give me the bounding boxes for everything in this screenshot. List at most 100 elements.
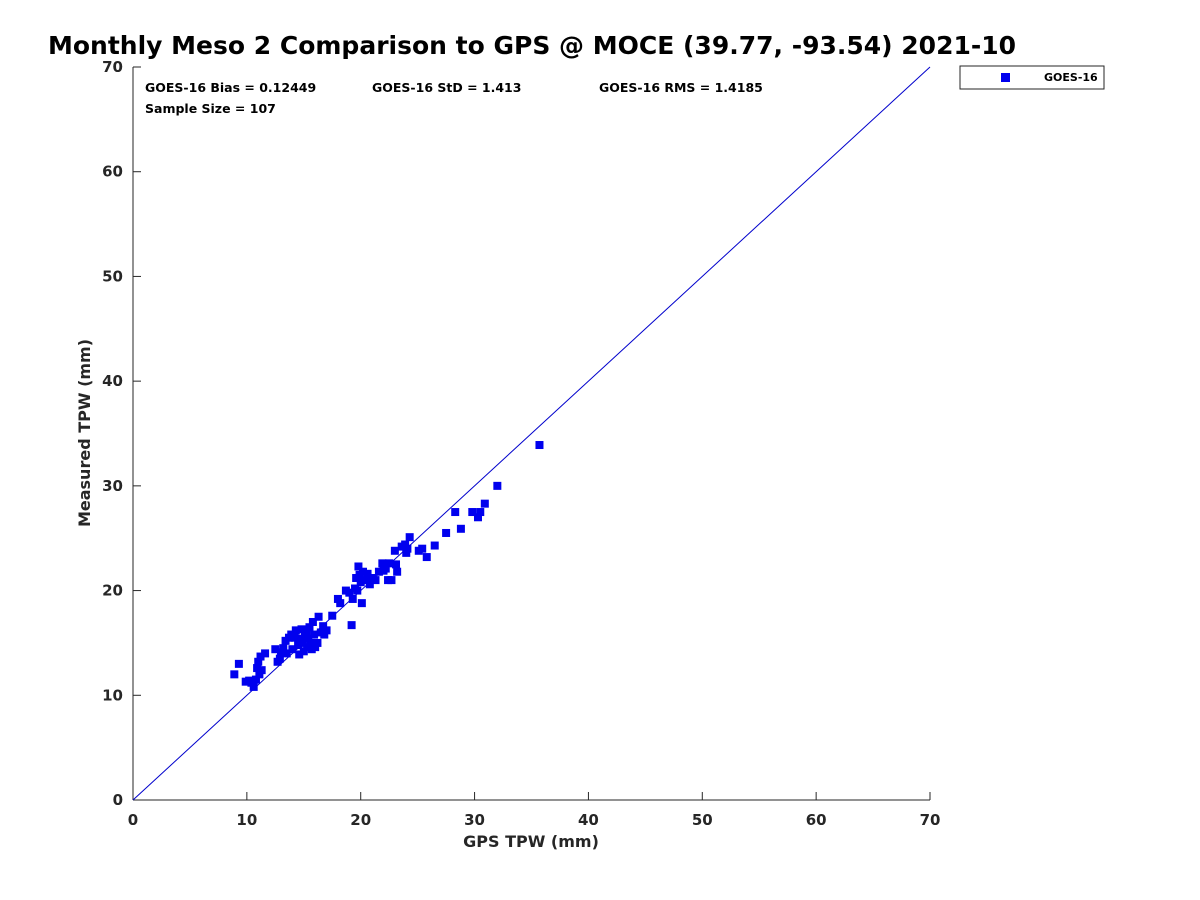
data-point bbox=[254, 657, 263, 666]
data-point bbox=[353, 586, 362, 595]
y-tick-label: 40 bbox=[102, 372, 123, 390]
data-point bbox=[476, 508, 485, 517]
data-point bbox=[294, 641, 303, 650]
data-point bbox=[314, 612, 323, 621]
data-point bbox=[403, 544, 412, 553]
chart-title: Monthly Meso 2 Comparison to GPS @ MOCE … bbox=[48, 31, 1016, 60]
data-point bbox=[418, 544, 427, 553]
x-tick-label: 10 bbox=[236, 811, 257, 829]
data-point bbox=[304, 634, 313, 643]
data-point bbox=[299, 647, 308, 656]
x-tick-label: 70 bbox=[920, 811, 941, 829]
data-point bbox=[275, 654, 284, 663]
data-point bbox=[392, 560, 401, 569]
data-point bbox=[308, 617, 317, 626]
data-point bbox=[257, 666, 266, 675]
data-point bbox=[365, 580, 374, 589]
data-point bbox=[336, 599, 345, 608]
data-point bbox=[291, 626, 300, 635]
y-tick-label: 10 bbox=[102, 686, 123, 704]
data-point bbox=[295, 650, 304, 659]
data-point bbox=[357, 599, 366, 608]
data-point bbox=[333, 594, 342, 603]
y-tick-label: 20 bbox=[102, 582, 123, 600]
data-point bbox=[234, 659, 243, 668]
data-point bbox=[401, 540, 410, 549]
y-tick-label: 0 bbox=[113, 791, 123, 809]
stat-sample-size: Sample Size = 107 bbox=[145, 101, 276, 116]
data-point bbox=[371, 576, 380, 585]
data-point bbox=[402, 548, 411, 557]
x-tick-label: 30 bbox=[464, 811, 485, 829]
data-point bbox=[298, 638, 307, 647]
stat-rms: GOES-16 RMS = 1.4185 bbox=[599, 80, 763, 95]
data-point bbox=[261, 649, 270, 658]
data-point bbox=[302, 627, 311, 636]
y-tick-label: 50 bbox=[102, 267, 123, 285]
data-point bbox=[442, 528, 451, 537]
data-point bbox=[390, 546, 399, 555]
data-point bbox=[381, 564, 390, 573]
data-point bbox=[310, 630, 319, 639]
data-point bbox=[328, 611, 337, 620]
data-point bbox=[247, 678, 256, 687]
data-point bbox=[354, 562, 363, 571]
data-point bbox=[305, 623, 314, 632]
data-point bbox=[430, 541, 439, 550]
data-point bbox=[311, 643, 320, 652]
data-point bbox=[480, 499, 489, 508]
data-point bbox=[387, 576, 396, 585]
data-point bbox=[255, 670, 264, 679]
x-ticks: 0 10 20 30 40 50 60 70 bbox=[128, 792, 941, 829]
data-point bbox=[279, 644, 288, 653]
y-tick-label: 30 bbox=[102, 477, 123, 495]
data-point bbox=[253, 664, 262, 673]
data-point bbox=[451, 508, 460, 517]
data-point bbox=[374, 567, 383, 576]
data-point bbox=[468, 508, 477, 517]
data-point bbox=[256, 652, 265, 661]
y-ticks: 0 10 20 30 40 50 60 70 bbox=[102, 58, 141, 809]
data-point bbox=[313, 638, 322, 647]
data-point bbox=[277, 648, 286, 657]
data-point bbox=[230, 670, 239, 679]
data-point bbox=[348, 594, 357, 603]
data-point bbox=[322, 626, 331, 635]
data-point bbox=[251, 675, 260, 684]
data-point bbox=[356, 578, 365, 587]
data-point bbox=[282, 649, 291, 658]
data-point bbox=[535, 441, 544, 450]
one-to-one-line bbox=[132, 66, 931, 801]
legend: GOES-16 bbox=[959, 65, 1105, 90]
legend-box bbox=[959, 65, 1105, 90]
data-point bbox=[378, 559, 387, 568]
data-point bbox=[385, 559, 394, 568]
data-points bbox=[230, 441, 544, 691]
data-point bbox=[271, 645, 280, 654]
data-point bbox=[297, 625, 306, 634]
y-tick-label: 70 bbox=[102, 58, 123, 76]
legend-marker bbox=[1001, 73, 1010, 82]
data-point bbox=[493, 481, 502, 490]
data-point bbox=[422, 553, 431, 562]
x-tick-label: 0 bbox=[128, 811, 138, 829]
x-axis-label: GPS TPW (mm) bbox=[463, 832, 599, 851]
stat-bias: GOES-16 Bias = 0.12449 bbox=[145, 80, 316, 95]
data-point bbox=[319, 622, 328, 631]
data-point bbox=[347, 621, 356, 630]
data-point bbox=[363, 569, 372, 578]
x-tick-label: 60 bbox=[806, 811, 827, 829]
data-point bbox=[456, 524, 465, 533]
x-tick-label: 40 bbox=[578, 811, 599, 829]
data-point bbox=[296, 634, 305, 643]
data-point bbox=[303, 643, 312, 652]
data-point bbox=[345, 588, 354, 597]
stat-std: GOES-16 StD = 1.413 bbox=[372, 80, 521, 95]
legend-label: GOES-16 bbox=[1044, 71, 1098, 84]
data-point bbox=[361, 576, 370, 585]
x-tick-label: 50 bbox=[692, 811, 713, 829]
data-point bbox=[393, 567, 402, 576]
x-tick-label: 20 bbox=[350, 811, 371, 829]
data-point bbox=[306, 638, 315, 647]
